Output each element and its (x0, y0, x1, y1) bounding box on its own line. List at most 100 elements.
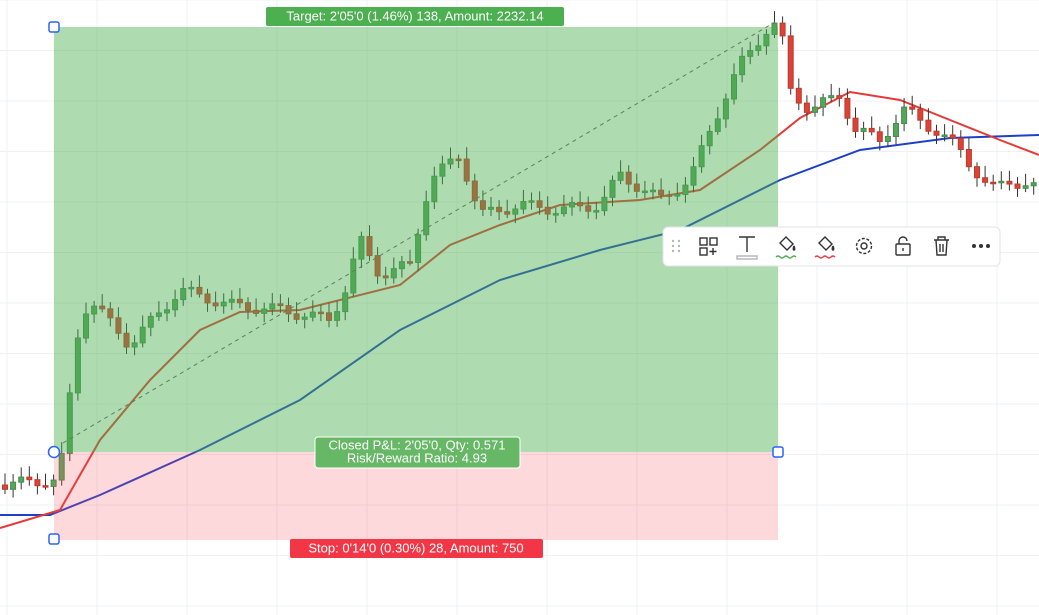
fill-profit-button[interactable] (775, 236, 797, 259)
handle[interactable] (772, 446, 784, 458)
slow-ma (0, 134, 1039, 516)
text-button[interactable] (736, 236, 758, 260)
candle-body (844, 97, 851, 119)
candle-body (820, 97, 827, 108)
candle-body (382, 275, 389, 279)
candle-body (795, 87, 802, 104)
candle-body (164, 309, 170, 314)
candle-body (641, 190, 648, 194)
candle-body (301, 316, 308, 320)
candle-body (633, 183, 640, 192)
candle-body (698, 145, 705, 168)
candle-body (431, 175, 438, 203)
candle-body (463, 158, 470, 182)
fast-ma (0, 90, 1039, 529)
candle-body (593, 210, 600, 213)
candle-body (439, 163, 446, 177)
candle-body (941, 134, 948, 137)
candle-body (949, 134, 956, 139)
candle-body (1022, 185, 1029, 189)
candle-body (803, 102, 810, 113)
candle-body (407, 261, 413, 264)
toolbar (662, 226, 1001, 267)
candle-body (488, 206, 494, 210)
candle-body (536, 200, 543, 208)
toolbar-bg (662, 226, 1001, 267)
more-button[interactable] (972, 244, 990, 248)
candle-body (1014, 183, 1021, 189)
candle-body (763, 33, 770, 47)
candle-body (91, 305, 98, 315)
trend-dash (62, 21, 776, 444)
candle-body (682, 184, 689, 195)
candle-body (528, 200, 535, 203)
candle-body (504, 211, 511, 215)
candle-body (358, 236, 365, 260)
candle-body (617, 171, 624, 181)
candle-body (131, 342, 138, 348)
candle-body (228, 298, 235, 303)
candle-body (309, 311, 316, 318)
drag-handle[interactable] (671, 239, 681, 253)
candle-body (204, 293, 211, 304)
candle-body (236, 298, 243, 304)
candle-body (253, 309, 260, 314)
candle-body (1030, 182, 1037, 187)
candle-body (706, 130, 713, 147)
delete-button[interactable] (934, 236, 949, 256)
candle-body (569, 202, 575, 208)
target-label-box (266, 7, 564, 26)
target-label: Target: 2'05'0 (1.46%) 138, Amount: 2232… (286, 8, 543, 23)
candle-body (560, 206, 567, 215)
candle-body (423, 201, 430, 236)
lock-button[interactable] (895, 236, 911, 256)
candle-body (398, 261, 405, 270)
candle-body (261, 308, 268, 314)
templates-button[interactable] (699, 237, 718, 256)
candle-body (933, 130, 940, 136)
candle-body (609, 179, 616, 198)
candle-body (512, 208, 519, 215)
candle-body (196, 286, 203, 295)
candle-body (787, 35, 794, 89)
settings-button[interactable] (855, 237, 873, 255)
candle-body (658, 189, 665, 196)
candle-body (585, 205, 592, 212)
handle[interactable] (47, 445, 61, 459)
candle-body (836, 95, 843, 99)
candle-body (220, 301, 227, 307)
fill-loss-button[interactable] (814, 236, 836, 259)
candle-body (860, 127, 867, 132)
candle-body (690, 166, 697, 186)
candle-body (342, 292, 349, 313)
pnl-box (314, 436, 521, 469)
handle[interactable] (48, 533, 60, 545)
handles (47, 21, 784, 545)
profit-zone[interactable] (54, 27, 778, 452)
candle-body (50, 479, 57, 487)
candle-body (852, 117, 859, 132)
candle-body (771, 22, 778, 35)
candle-body (74, 337, 81, 394)
candle-body (245, 302, 251, 311)
candle-body (366, 236, 373, 257)
candle-body (123, 332, 130, 348)
candle-body (293, 313, 300, 320)
candle-body (722, 98, 729, 120)
candle-body (334, 311, 341, 321)
candle-body (139, 326, 146, 344)
risk-reward: Risk/Reward Ratio: 4.93 (347, 450, 487, 465)
candle-body (731, 74, 737, 100)
candle-body (828, 95, 835, 99)
candle-body (998, 180, 1005, 184)
candle-body (957, 137, 964, 150)
candle-body (212, 302, 219, 307)
candle-body (107, 308, 114, 319)
candle-body (58, 452, 65, 481)
candle-body (625, 171, 632, 185)
candle-body (277, 303, 284, 307)
handle[interactable] (48, 21, 60, 33)
candle-body (496, 206, 503, 213)
